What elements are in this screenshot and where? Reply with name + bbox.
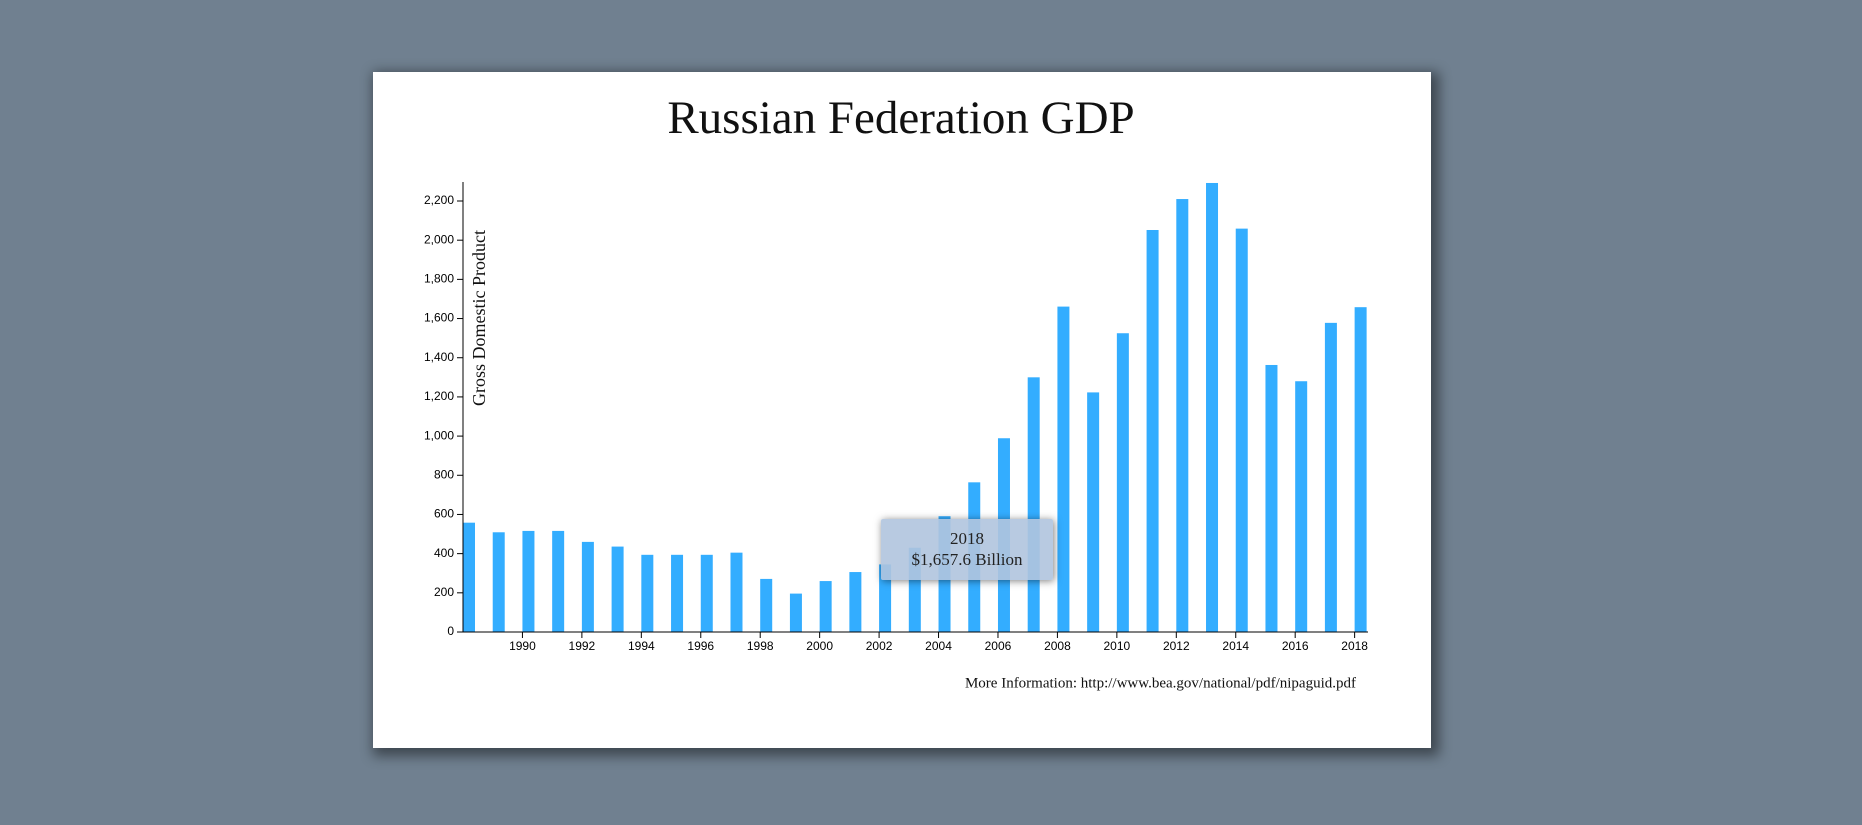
- bar: [1027, 377, 1040, 632]
- x-tick-label: 1990: [509, 639, 536, 653]
- y-axis-label: Gross Domestic Product: [469, 230, 489, 406]
- bar: [819, 581, 832, 632]
- x-tick-label: 1996: [687, 639, 714, 653]
- tooltip-year: 2018: [950, 529, 984, 548]
- x-tick-label: 2000: [806, 639, 833, 653]
- bar: [1176, 199, 1189, 632]
- bar: [1235, 228, 1248, 632]
- y-tick-label: 0: [447, 624, 454, 638]
- bar: [611, 546, 624, 632]
- bar: [641, 554, 654, 632]
- chart-card: [373, 72, 1431, 748]
- y-tick-label: 1,800: [424, 272, 454, 286]
- bar: [1324, 322, 1337, 632]
- x-tick-label: 2002: [866, 639, 893, 653]
- bar: [1206, 182, 1219, 632]
- x-tick-label: 2008: [1044, 639, 1071, 653]
- tooltip: 2018 $1,657.6 Billion: [881, 519, 1053, 580]
- x-tick-label: 2012: [1163, 639, 1190, 653]
- x-tick-label: 2010: [1104, 639, 1131, 653]
- y-tick-label: 800: [434, 467, 454, 481]
- bar: [1295, 381, 1308, 632]
- bar: [1087, 392, 1100, 632]
- y-tick-label: 1,200: [424, 389, 454, 403]
- x-tick-label: 2004: [925, 639, 952, 653]
- chart-title: Russian Federation GDP: [667, 92, 1134, 144]
- y-tick-label: 1,400: [424, 350, 454, 364]
- bar: [581, 541, 594, 632]
- x-tick-label: 2006: [985, 639, 1012, 653]
- y-tick-label: 1,000: [424, 428, 454, 442]
- bar: [492, 532, 505, 632]
- x-tick-label: 1994: [628, 639, 655, 653]
- y-tick-label: 1,600: [424, 311, 454, 325]
- bar: [1146, 229, 1159, 633]
- bar: [879, 564, 892, 632]
- footer-link: More Information: http://www.bea.gov/nat…: [965, 675, 1356, 691]
- y-tick-label: 2,200: [424, 193, 454, 207]
- bar: [671, 554, 684, 632]
- x-tick-label: 1998: [747, 639, 774, 653]
- bar: [1116, 333, 1129, 632]
- x-tick-label: 2018: [1341, 639, 1368, 653]
- bar: [760, 578, 773, 632]
- bar: [1265, 364, 1278, 632]
- y-tick-label: 400: [434, 546, 454, 560]
- bar: [1354, 307, 1367, 632]
- y-tick-label: 200: [434, 585, 454, 599]
- x-tick-label: 2016: [1282, 639, 1309, 653]
- bar: [789, 593, 802, 632]
- bar: [463, 522, 475, 632]
- x-tick-label: 1992: [569, 639, 596, 653]
- bar: [1057, 306, 1070, 632]
- y-tick-label: 600: [434, 507, 454, 521]
- bar: [730, 552, 743, 632]
- tooltip-value: $1,657.6 Billion: [911, 550, 1023, 569]
- x-tick-label: 2014: [1222, 639, 1249, 653]
- bar: [552, 530, 565, 632]
- bar: [849, 572, 862, 632]
- y-tick-label: 2,000: [424, 232, 454, 246]
- bar: [700, 554, 713, 632]
- bar: [522, 530, 535, 632]
